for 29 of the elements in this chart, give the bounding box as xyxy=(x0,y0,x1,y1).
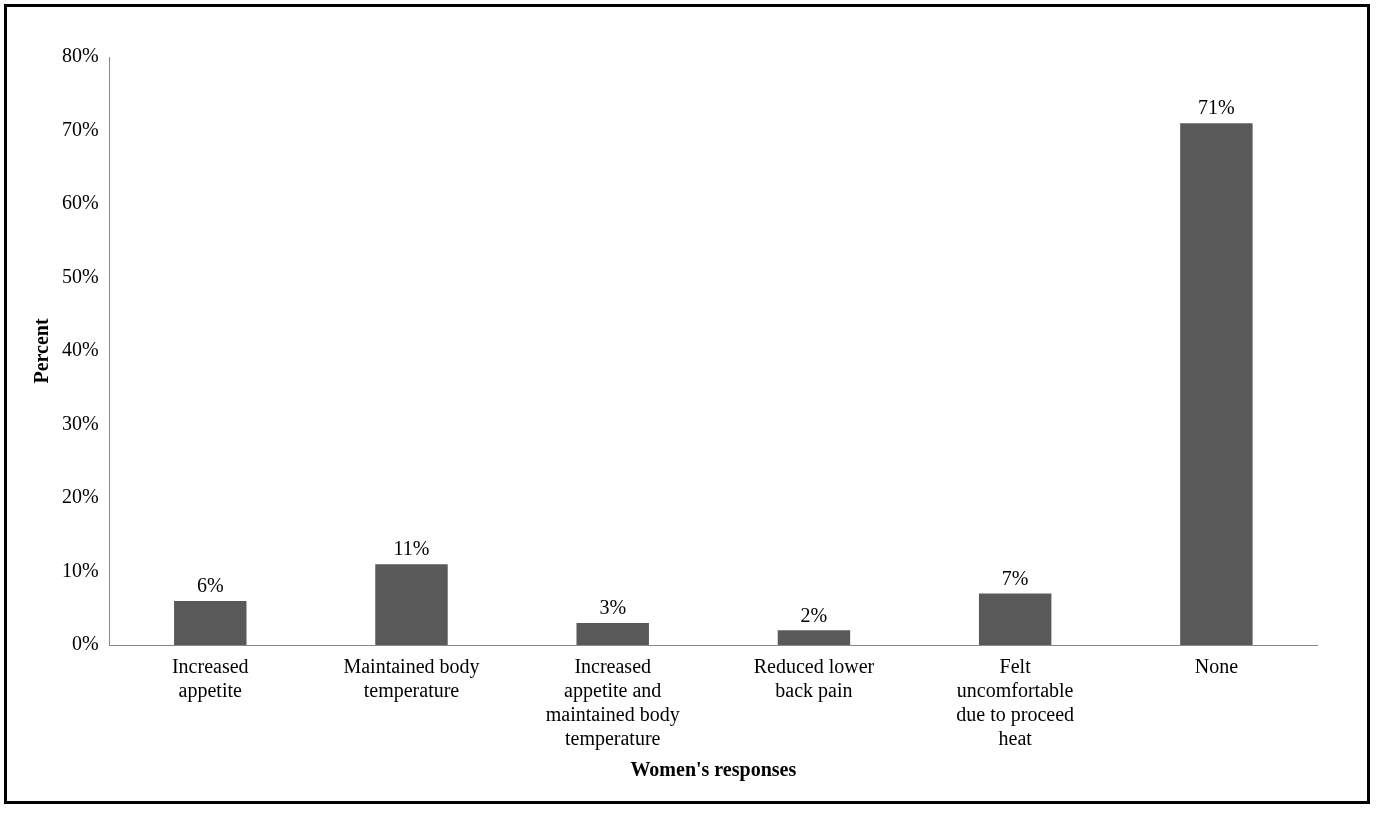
x-tick-label: Increased appetite xyxy=(171,655,249,703)
data-label: 3% xyxy=(599,596,627,619)
x-tick-label: Increased appetite and maintained body temperature xyxy=(545,655,680,751)
data-label: 11% xyxy=(393,537,430,560)
bar xyxy=(375,564,448,645)
y-tick-label: 10% xyxy=(61,558,99,581)
y-tick-label: 60% xyxy=(61,191,99,214)
data-label: 71% xyxy=(1198,96,1235,119)
y-axis-title: Percent xyxy=(30,318,53,384)
y-tick-label: 20% xyxy=(61,485,99,508)
y-tick-label: 70% xyxy=(61,117,99,140)
bar xyxy=(576,622,649,645)
x-axis-title: Women's responses xyxy=(630,758,797,782)
y-tick-label: 80% xyxy=(61,44,99,67)
x-tick-label: None xyxy=(1194,655,1239,678)
bar xyxy=(174,600,247,645)
bar xyxy=(1180,123,1253,645)
y-tick-label: 30% xyxy=(61,411,99,434)
y-tick-label: 50% xyxy=(61,264,99,287)
bar xyxy=(978,593,1052,645)
x-tick-label: Reduced lower back pain xyxy=(753,655,875,703)
data-label: 7% xyxy=(1001,566,1029,589)
y-tick-label: 40% xyxy=(61,338,99,361)
data-label: 6% xyxy=(196,574,224,597)
data-label: 2% xyxy=(800,603,828,626)
x-tick-label: Maintained body temperature xyxy=(343,655,480,703)
bar xyxy=(777,630,851,645)
x-tick-label: Felt uncomfortable due to proceed heat xyxy=(956,655,1075,750)
y-tick-label: 0% xyxy=(71,632,99,655)
